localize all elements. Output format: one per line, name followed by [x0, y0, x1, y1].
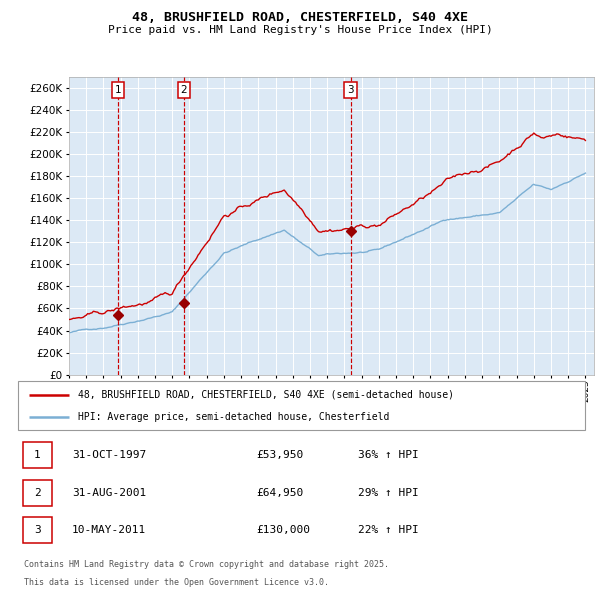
Text: 2: 2 [181, 85, 187, 95]
Text: 1: 1 [115, 85, 121, 95]
Text: 2: 2 [34, 488, 41, 497]
Text: Contains HM Land Registry data © Crown copyright and database right 2025.: Contains HM Land Registry data © Crown c… [23, 560, 389, 569]
Text: This data is licensed under the Open Government Licence v3.0.: This data is licensed under the Open Gov… [23, 578, 329, 588]
Text: 31-OCT-1997: 31-OCT-1997 [72, 450, 146, 460]
FancyBboxPatch shape [23, 517, 52, 543]
Text: £53,950: £53,950 [256, 450, 304, 460]
Text: 3: 3 [347, 85, 354, 95]
Text: 48, BRUSHFIELD ROAD, CHESTERFIELD, S40 4XE: 48, BRUSHFIELD ROAD, CHESTERFIELD, S40 4… [132, 11, 468, 24]
Text: £130,000: £130,000 [256, 526, 310, 535]
Text: £64,950: £64,950 [256, 488, 304, 497]
FancyBboxPatch shape [23, 442, 52, 468]
Text: HPI: Average price, semi-detached house, Chesterfield: HPI: Average price, semi-detached house,… [77, 412, 389, 422]
Text: 29% ↑ HPI: 29% ↑ HPI [358, 488, 419, 497]
Text: Price paid vs. HM Land Registry's House Price Index (HPI): Price paid vs. HM Land Registry's House … [107, 25, 493, 35]
Text: 36% ↑ HPI: 36% ↑ HPI [358, 450, 419, 460]
Text: 22% ↑ HPI: 22% ↑ HPI [358, 526, 419, 535]
Text: 48, BRUSHFIELD ROAD, CHESTERFIELD, S40 4XE (semi-detached house): 48, BRUSHFIELD ROAD, CHESTERFIELD, S40 4… [77, 389, 454, 399]
FancyBboxPatch shape [23, 480, 52, 506]
FancyBboxPatch shape [18, 381, 585, 430]
Text: 3: 3 [34, 526, 41, 535]
Text: 1: 1 [34, 450, 41, 460]
Text: 10-MAY-2011: 10-MAY-2011 [72, 526, 146, 535]
Text: 31-AUG-2001: 31-AUG-2001 [72, 488, 146, 497]
